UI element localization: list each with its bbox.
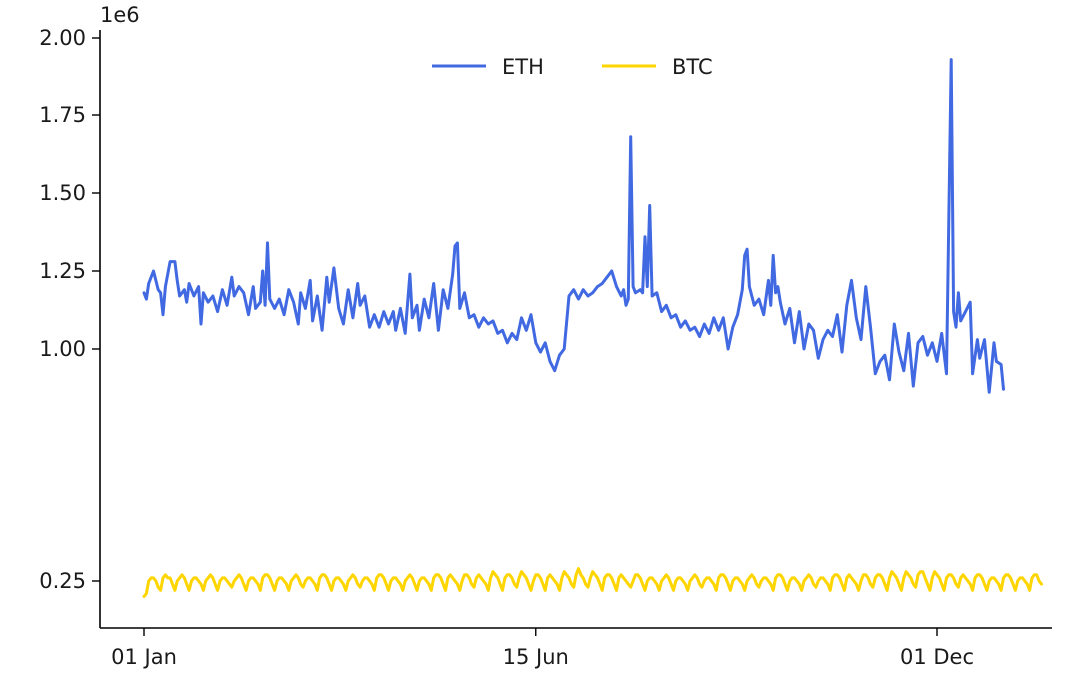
x-tick-label: 01 Dec <box>900 645 974 669</box>
y-tick-label: 0.25 <box>39 569 86 593</box>
series-line-eth <box>142 58 1005 394</box>
y-tick-label: 1.00 <box>39 337 86 361</box>
y-tick-label: 1.75 <box>39 103 86 127</box>
x-tick-label: 01 Jan <box>111 645 177 669</box>
legend-label-eth: ETH <box>502 55 544 79</box>
x-tick-label: 15 Jun <box>503 645 569 669</box>
series-line-btc <box>142 567 1043 598</box>
y-axis-offset-label: 1e6 <box>100 3 140 27</box>
y-tick-label: 1.50 <box>39 181 86 205</box>
legend: ETH BTC <box>432 55 713 79</box>
x-axis-ticks: 01 Jan 15 Jun 01 Dec <box>111 628 974 669</box>
y-axis-ticks: 0.25 1.00 1.25 1.50 1.75 2.00 <box>39 26 100 593</box>
legend-label-btc: BTC <box>672 55 713 79</box>
plot-area <box>142 58 1043 598</box>
y-tick-label: 2.00 <box>39 26 86 50</box>
y-tick-label: 1.25 <box>39 259 86 283</box>
